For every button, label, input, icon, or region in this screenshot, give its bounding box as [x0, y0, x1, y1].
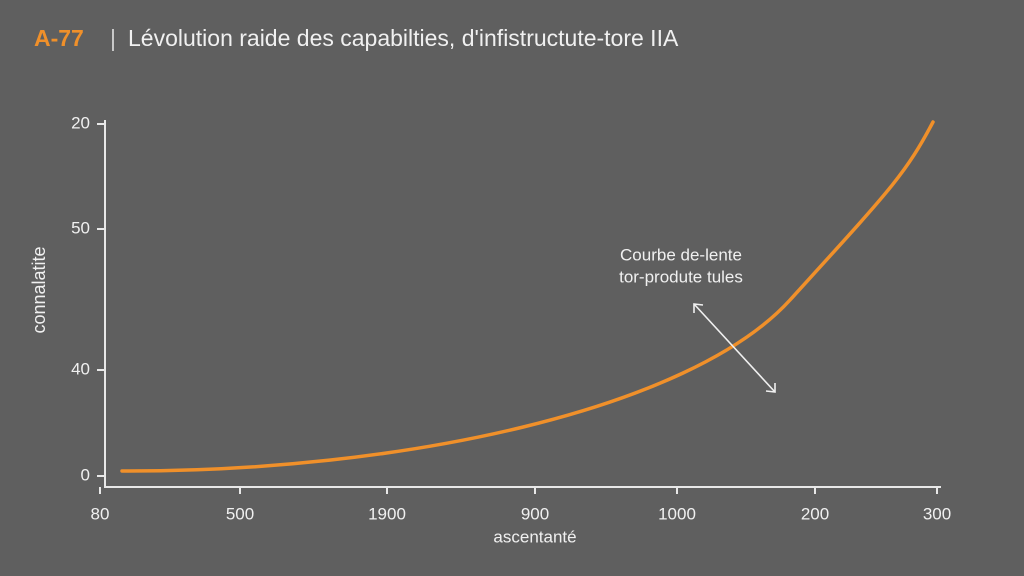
x-tick-label: 1000	[658, 504, 696, 523]
title-tag: A-77	[34, 25, 84, 51]
x-ticks: 80 500 1900 900 1000 200 300	[91, 487, 951, 523]
y-tick-label: 40	[71, 359, 90, 378]
x-tick-label: 500	[226, 504, 254, 523]
y-tick-label: 0	[81, 465, 90, 484]
title: Lévolution raide des capabilties, d'infi…	[128, 25, 679, 51]
x-tick-label: 200	[801, 504, 829, 523]
annotation-line: tor-produte tules	[619, 267, 743, 286]
x-tick-label: 900	[521, 504, 549, 523]
x-tick-label: 80	[91, 504, 110, 523]
x-axis-label: ascentanté	[493, 527, 576, 546]
y-tick-label: 20	[71, 113, 90, 132]
annotation-arrow	[693, 303, 776, 393]
annotation-line: Courbe de-lente	[620, 245, 742, 264]
y-ticks: 20 50 40 0	[71, 113, 105, 484]
x-tick-label: 300	[923, 504, 951, 523]
x-tick-label: 1900	[368, 504, 406, 523]
y-tick-label: 50	[71, 218, 90, 237]
title-separator: |	[110, 25, 116, 51]
y-axis-label: connalatite	[29, 246, 49, 333]
curve	[120, 120, 935, 473]
